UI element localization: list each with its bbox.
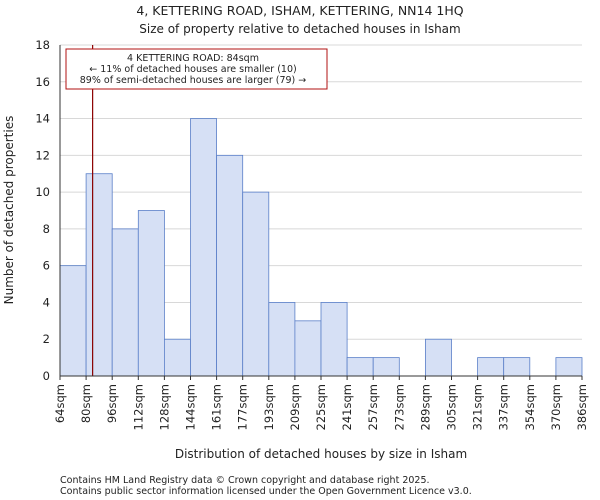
y-axis-label: Number of detached properties bbox=[2, 116, 16, 305]
x-tick-label: 193sqm bbox=[262, 384, 276, 430]
y-tick-label: 18 bbox=[35, 38, 50, 52]
x-axis-label: Distribution of detached houses by size … bbox=[175, 447, 467, 461]
x-tick-label: 257sqm bbox=[366, 384, 380, 430]
histogram-bar bbox=[294, 320, 322, 377]
histogram-bar bbox=[346, 357, 374, 377]
y-tick-label: 10 bbox=[35, 185, 50, 199]
x-tick-label: 337sqm bbox=[497, 384, 511, 430]
y-tick-label: 4 bbox=[43, 295, 50, 309]
histogram-bar bbox=[503, 357, 531, 377]
x-tick-label: 354sqm bbox=[523, 384, 537, 430]
x-tick-label: 273sqm bbox=[392, 384, 406, 430]
x-ticks: 64sqm 80sqm 96sqm 112sqm 128sqm 144sqm 161sqm 1… bbox=[53, 376, 589, 430]
histogram-bar bbox=[59, 265, 87, 377]
x-tick-label: 177sqm bbox=[236, 384, 250, 430]
histogram-bar bbox=[163, 338, 191, 377]
histogram-bar bbox=[242, 191, 270, 377]
annotation-border bbox=[65, 48, 328, 90]
y-tick-label: 12 bbox=[35, 148, 50, 162]
x-tick-label: 225sqm bbox=[314, 384, 328, 430]
x-tick-label: 64sqm bbox=[53, 384, 67, 423]
x-tick-label: 370sqm bbox=[549, 384, 563, 430]
histogram-bar bbox=[190, 118, 218, 377]
x-tick-label: 321sqm bbox=[471, 384, 485, 430]
histogram-bar bbox=[137, 210, 165, 377]
histogram-bar bbox=[477, 357, 505, 377]
annotation-line-1: 4 KETTERING ROAD: 84sqm bbox=[127, 53, 259, 64]
histogram-bar bbox=[555, 357, 583, 377]
bars-group bbox=[59, 118, 583, 377]
y-tick-label: 8 bbox=[43, 222, 50, 236]
annotation-box: 4 KETTERING ROAD: 84sqm ← 11% of detache… bbox=[65, 48, 328, 90]
histogram-bar bbox=[424, 338, 452, 377]
footer-line-2: Contains public sector information licen… bbox=[60, 486, 472, 497]
y-tick-label: 0 bbox=[43, 369, 50, 383]
x-tick-label: 144sqm bbox=[184, 384, 198, 430]
y-tick-label: 14 bbox=[35, 112, 50, 126]
x-tick-label: 305sqm bbox=[445, 384, 459, 430]
x-tick-label: 241sqm bbox=[340, 384, 354, 430]
x-tick-label: 80sqm bbox=[79, 384, 93, 423]
x-tick-label: 209sqm bbox=[288, 384, 302, 430]
chart-title: 4, KETTERING ROAD, ISHAM, KETTERING, NN1… bbox=[136, 3, 463, 18]
annotation-line-2: ← 11% of detached houses are smaller (10… bbox=[89, 64, 296, 75]
x-tick-label: 386sqm bbox=[575, 384, 589, 430]
annotation-line-3: 89% of semi-detached houses are larger (… bbox=[80, 75, 307, 86]
x-tick-label: 289sqm bbox=[418, 384, 432, 430]
histogram-bar bbox=[111, 228, 139, 377]
histogram-bar bbox=[85, 173, 113, 377]
y-ticks: 0 2 4 6 8 10 12 14 16 18 bbox=[35, 38, 50, 383]
y-tick-label: 16 bbox=[35, 75, 50, 89]
chart-subtitle: Size of property relative to detached ho… bbox=[139, 22, 460, 36]
y-tick-label: 2 bbox=[43, 332, 50, 346]
x-tick-label: 161sqm bbox=[210, 384, 224, 430]
x-tick-label: 96sqm bbox=[105, 384, 119, 423]
footer-line-1: Contains HM Land Registry data © Crown c… bbox=[60, 475, 430, 486]
histogram-bar bbox=[320, 302, 348, 377]
histogram-bar bbox=[216, 154, 244, 377]
x-tick-label: 128sqm bbox=[157, 384, 171, 430]
histogram-bar bbox=[372, 357, 400, 377]
histogram-bar bbox=[268, 302, 296, 377]
y-tick-label: 6 bbox=[43, 259, 50, 273]
x-tick-label: 112sqm bbox=[131, 384, 145, 430]
